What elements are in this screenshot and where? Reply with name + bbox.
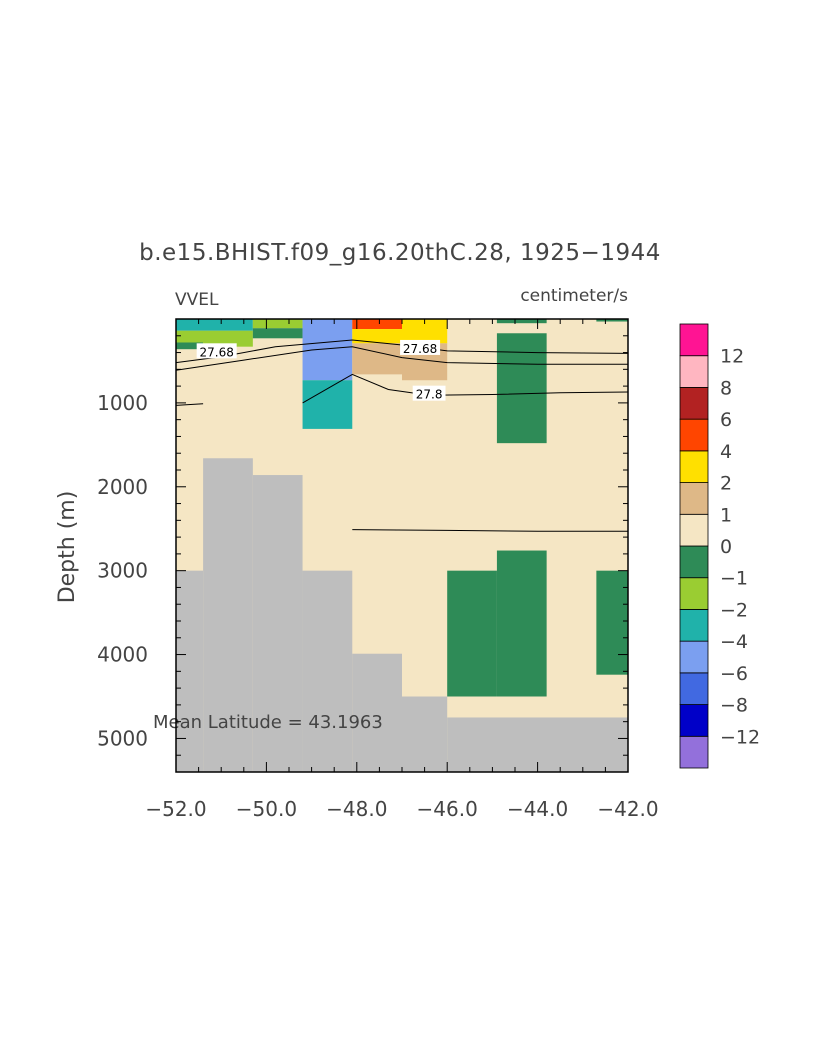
- units-label: centimeter/s: [520, 286, 628, 306]
- contour-labels: 27.68 27.68 27.8: [196, 339, 446, 402]
- x-tick-label: −44.0: [507, 797, 568, 821]
- colorbar-swatch: [679, 704, 709, 737]
- colorbar-label: 8: [720, 377, 732, 399]
- colorbar-swatch: [679, 735, 709, 769]
- colorbar-swatch: [679, 640, 709, 674]
- x-tick-label: −50.0: [236, 797, 297, 821]
- colorbar-swatch: [679, 577, 709, 610]
- x-axis: −52.0 −50.0 −48.0 −46.0 −44.0 −42.0: [145, 319, 659, 821]
- y-tick-label: 5000: [97, 726, 148, 750]
- colorbar-label: −12: [720, 726, 760, 748]
- land-mask-cell: [402, 696, 448, 772]
- contour-label: 27.68: [403, 342, 437, 356]
- colorbar-label: 6: [720, 409, 732, 431]
- heatmap-cell: [496, 333, 547, 444]
- variable-label: VVEL: [175, 290, 219, 310]
- heatmap-cell: [302, 319, 353, 381]
- colorbar-swatch: [679, 672, 709, 705]
- colorbar-label: 0: [720, 536, 732, 558]
- contour-label-box: [412, 385, 446, 401]
- heatmap-cell: [596, 570, 628, 675]
- colorbar-label: −6: [720, 663, 748, 685]
- heatmap-cell: [447, 570, 497, 697]
- land-mask-cell: [302, 570, 353, 772]
- colorbar-label: 1: [720, 504, 732, 526]
- colorbar-swatch: [679, 609, 709, 642]
- x-tick-label: −46.0: [417, 797, 478, 821]
- heatmap-cell: [496, 319, 547, 324]
- heatmap-cell: [252, 319, 303, 329]
- y-tick-label: 1000: [97, 391, 148, 415]
- colorbar-swatch: [679, 450, 709, 483]
- heatmap-cell: [496, 550, 547, 697]
- chart-title: b.e15.BHIST.f09_g16.20thC.28, 1925−1944: [139, 240, 661, 266]
- heatmap-cell: [252, 328, 303, 339]
- x-tick-label: −52.0: [145, 797, 206, 821]
- land-mask-cell: [203, 458, 253, 772]
- heatmap-cell: [352, 319, 402, 330]
- x-tick-label: −42.0: [597, 797, 658, 821]
- heatmap-cell: [302, 380, 353, 429]
- contour-label-box: [196, 343, 237, 359]
- contour-line: [352, 529, 628, 532]
- land-mask-cell: [352, 653, 402, 772]
- y-tick-label: 2000: [97, 475, 148, 499]
- y-tick-label: 4000: [97, 643, 148, 667]
- colorbar-swatch: [679, 513, 709, 547]
- contour-label: 27.8: [416, 388, 443, 402]
- heatmap-cell: [176, 330, 253, 343]
- colorbar-swatch: [679, 482, 709, 515]
- plot-area: [176, 319, 628, 772]
- colorbar-label: −8: [720, 695, 748, 717]
- contour-line: [175, 346, 628, 371]
- contour-label: 27.68: [200, 345, 234, 359]
- colorbar-label: −2: [720, 599, 748, 621]
- colorbar-label: −1: [720, 568, 748, 590]
- colorbar-swatch: [679, 323, 709, 357]
- heatmap-cell: [352, 329, 402, 344]
- y-axis-label: Depth (m): [55, 491, 80, 604]
- colorbar-label: 4: [720, 441, 732, 463]
- colorbar-label: −4: [720, 631, 748, 653]
- heatmap-cell: [176, 342, 204, 350]
- colorbar-swatch: [679, 355, 709, 388]
- contour-line: [175, 403, 204, 406]
- y-tick-label: 3000: [97, 559, 148, 583]
- contour-label-box: [400, 339, 441, 355]
- x-tick-label: −48.0: [326, 797, 387, 821]
- colorbar-label: 12: [720, 346, 744, 368]
- colorbar-swatch: [679, 418, 709, 452]
- land-mask-cell: [252, 475, 303, 772]
- heatmap-cell: [176, 319, 253, 331]
- mean-latitude-annotation: Mean Latitude = 43.1963: [153, 712, 383, 733]
- heatmap-cell: [596, 319, 628, 322]
- y-axis: 1000 2000 3000 4000 5000: [97, 335, 628, 756]
- colorbar-swatch: [679, 387, 709, 420]
- colorbar-swatch: [679, 545, 709, 579]
- colorbar-label: 2: [720, 473, 732, 495]
